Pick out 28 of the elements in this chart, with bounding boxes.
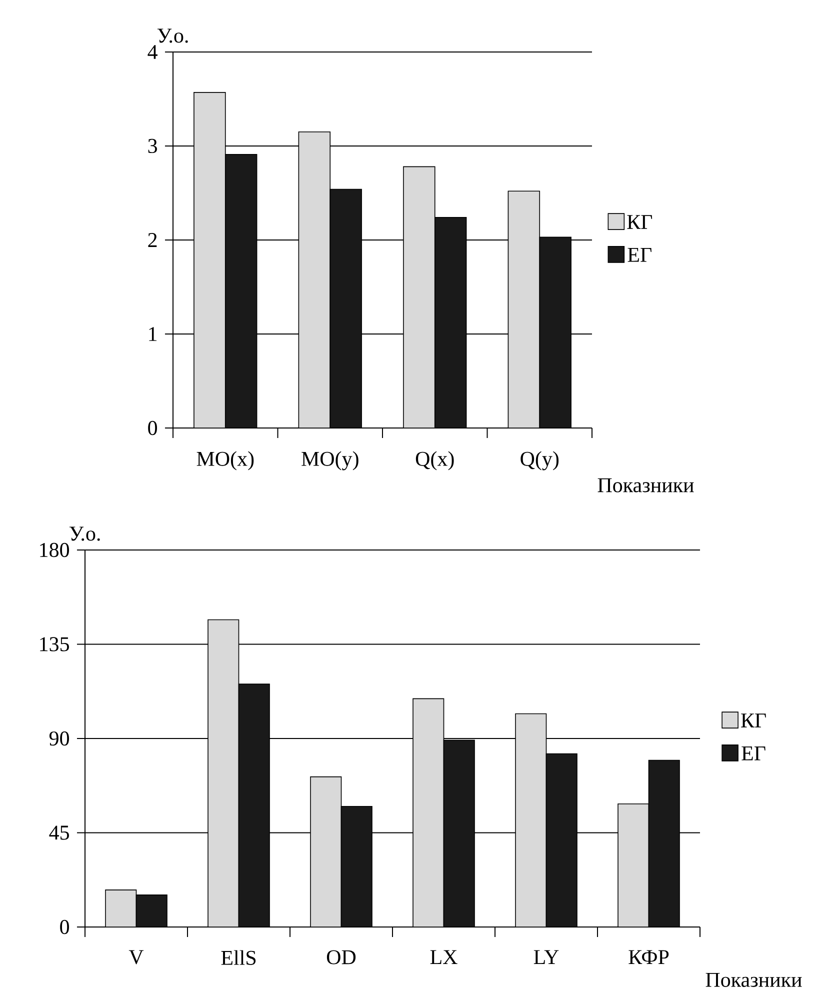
- legend-label: ЕГ: [628, 248, 652, 262]
- x-tick-label: LY: [534, 950, 559, 964]
- x-tick-label: MO(x): [196, 451, 254, 470]
- y-tick-label: 0: [148, 420, 158, 436]
- y-tick-label: 0: [60, 920, 70, 934]
- x-tick-label: MO(y): [302, 451, 358, 470]
- y-axis-title: У.о.: [157, 28, 188, 43]
- x-tick-label: Q(y): [520, 451, 559, 470]
- x-tick-label: OD: [326, 950, 356, 964]
- y-tick-label: 4: [148, 45, 158, 59]
- x-tick-label: КФР: [628, 950, 669, 964]
- y-axis-title: У.о.: [69, 526, 100, 541]
- x-axis-title: Показники: [598, 478, 694, 492]
- y-tick-label: 3: [148, 138, 157, 154]
- y-tick-label: 180: [40, 542, 70, 558]
- y-tick-label: 45: [49, 826, 69, 840]
- x-axis-title: Показники: [706, 972, 802, 987]
- y-tick-label: 135: [40, 637, 69, 652]
- x-tick-label: V: [128, 950, 144, 964]
- y-tick-label: 2: [148, 233, 157, 247]
- x-tick-label: EllS: [221, 950, 256, 965]
- x-tick-label: Q(x): [416, 451, 454, 470]
- legend-label: КГ: [627, 215, 652, 229]
- legend-label: КГ: [741, 714, 766, 728]
- y-tick-label: 90: [49, 731, 70, 746]
- x-tick-label: LX: [430, 950, 458, 964]
- legend-label: ЕГ: [742, 746, 766, 760]
- y-tick-label: 1: [149, 327, 157, 341]
